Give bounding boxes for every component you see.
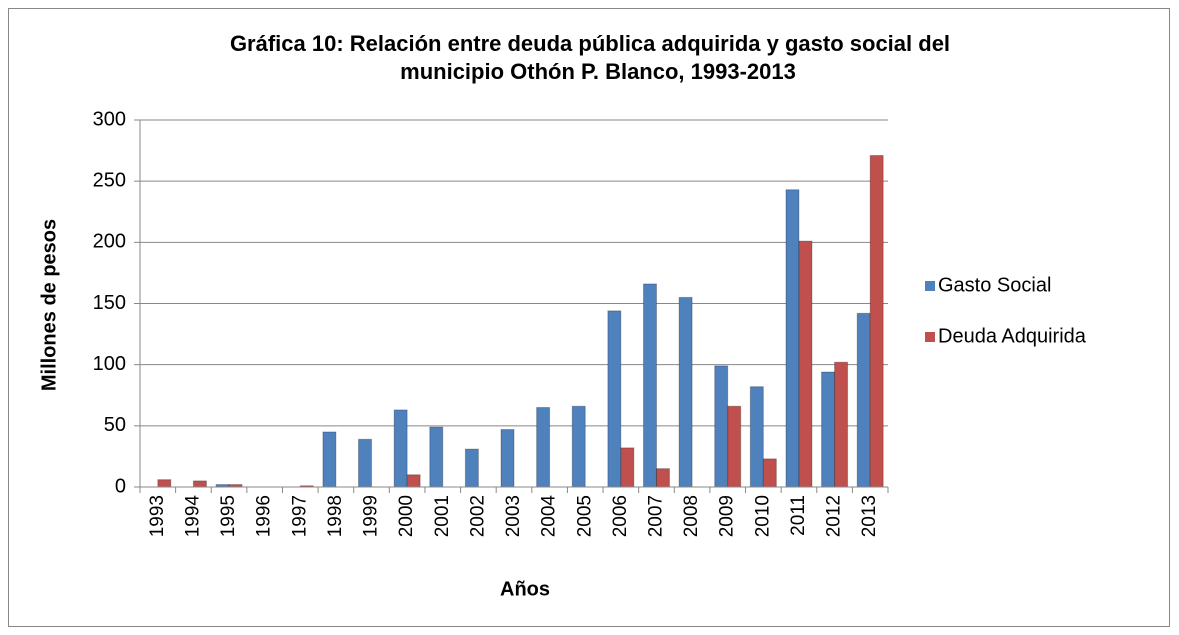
x-tick-label: 1993 [147, 495, 168, 537]
y-tick-label: 0 [115, 475, 126, 497]
x-tick-label: 2010 [752, 495, 773, 537]
bar [714, 365, 729, 488]
x-tick-label: 2007 [645, 495, 666, 537]
x-tick-label: 1995 [218, 495, 239, 537]
bar [869, 154, 884, 488]
x-tick-label: 1997 [289, 495, 310, 537]
x-tick-label: 2006 [610, 495, 631, 537]
bar [798, 240, 813, 488]
bar [571, 405, 586, 488]
x-tick-label: 2009 [717, 495, 738, 537]
x-tick-label: 2012 [824, 495, 845, 537]
bar [642, 283, 657, 488]
x-tick-label: 1996 [254, 495, 275, 537]
chart-title: Gráfica 10: Relación entre deuda pública… [230, 31, 950, 56]
bar [785, 189, 800, 488]
legend-label: Deuda Adquirida [938, 325, 1087, 347]
x-tick-label: 2003 [503, 495, 524, 537]
x-tick-label: 1994 [182, 495, 203, 538]
legend-swatch [925, 281, 935, 291]
x-tick-label: 2008 [681, 495, 702, 537]
bar [607, 310, 622, 488]
y-tick-label: 100 [93, 353, 126, 375]
y-tick-label: 150 [93, 292, 126, 314]
y-tick-label: 300 [93, 108, 126, 130]
bar [762, 458, 777, 488]
x-tick-label: 1998 [325, 495, 346, 537]
bar [678, 296, 693, 488]
bar [464, 448, 479, 488]
bar [856, 312, 871, 488]
legend-swatch [925, 332, 935, 342]
y-tick-label: 250 [93, 169, 126, 191]
x-tick-label: 2011 [788, 495, 809, 536]
bar [727, 405, 742, 488]
legend-label: Gasto Social [938, 274, 1051, 296]
x-tick-label: 2002 [467, 495, 488, 537]
bar [157, 479, 172, 488]
chart-border [8, 8, 1170, 627]
y-axis-title: Millones de pesos [38, 219, 60, 391]
bar [655, 468, 670, 488]
bar [358, 438, 373, 488]
bar [749, 386, 764, 488]
y-tick-label: 200 [93, 231, 126, 253]
bar [322, 431, 337, 488]
x-tick-label: 2005 [574, 495, 595, 537]
y-tick-label: 50 [104, 414, 126, 436]
x-tick-label: 2001 [432, 495, 453, 537]
bar [834, 361, 849, 488]
bar [429, 426, 444, 488]
bar [393, 409, 408, 488]
chart-title: municipio Othón P. Blanco, 1993-2013 [400, 59, 796, 84]
x-tick-label: 1999 [361, 495, 382, 537]
x-tick-label: 2004 [539, 495, 560, 538]
bar [500, 429, 515, 488]
x-tick-label: 2000 [396, 495, 417, 537]
x-tick-label: 2013 [859, 495, 880, 537]
bar [620, 447, 635, 488]
bar [406, 474, 421, 488]
bar [536, 406, 551, 488]
bar [821, 371, 836, 488]
x-axis-title: Años [500, 578, 550, 600]
bar [192, 480, 207, 488]
